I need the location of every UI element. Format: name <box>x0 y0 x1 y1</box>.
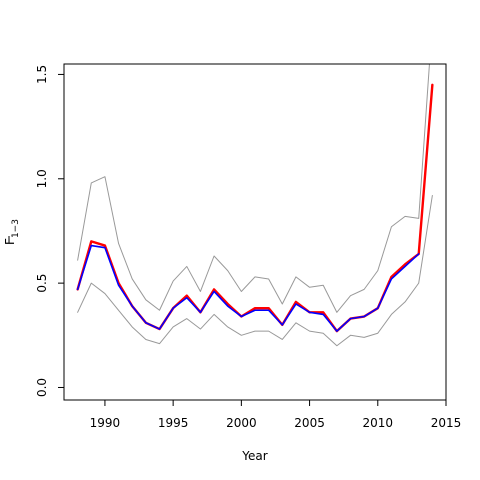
x-tick-label: 2000 <box>226 416 257 430</box>
plot-frame <box>63 63 447 401</box>
series-line-lower <box>77 194 433 347</box>
y-axis: 0.0 0.5 1.0 1.5 <box>35 65 64 397</box>
x-axis: 1990 1995 2000 2005 2010 2015 <box>90 400 462 430</box>
series-line-blue <box>76 244 420 332</box>
series-layer <box>76 64 434 347</box>
y-tick-label: 0.5 <box>35 274 49 293</box>
x-tick-label: 1990 <box>90 416 121 430</box>
series-line-upper <box>77 64 430 313</box>
x-tick-label: 2010 <box>363 416 394 430</box>
series-line-red <box>76 83 434 333</box>
y-tick-label: 1.5 <box>35 65 49 84</box>
y-axis-title-main: F <box>3 238 17 245</box>
x-tick-label: 2015 <box>431 416 462 430</box>
y-axis-title: F1−3 <box>3 219 21 245</box>
y-tick-label: 0.0 <box>35 378 49 397</box>
y-axis-title-subscript: 1−3 <box>11 219 21 238</box>
x-tick-label: 2005 <box>294 416 325 430</box>
x-axis-title: Year <box>241 449 267 463</box>
x-tick-label: 1995 <box>158 416 189 430</box>
y-tick-label: 1.0 <box>35 169 49 188</box>
